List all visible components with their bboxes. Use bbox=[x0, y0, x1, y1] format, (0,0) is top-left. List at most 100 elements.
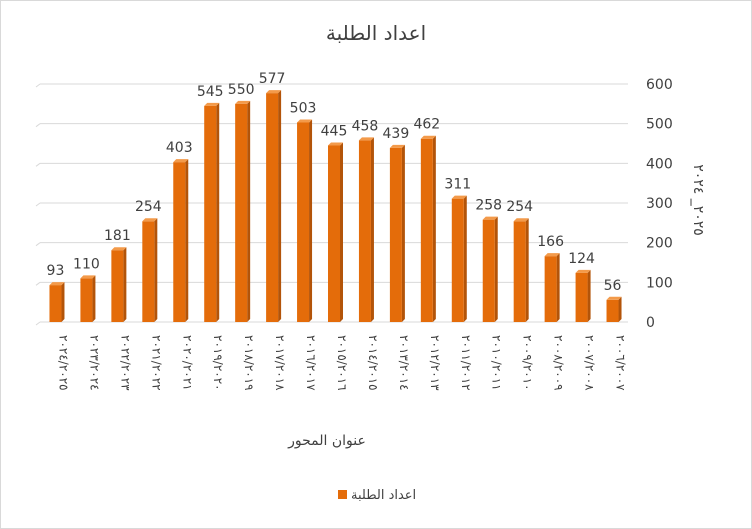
bar-front bbox=[204, 105, 217, 322]
bar bbox=[358, 137, 374, 322]
legend: اعداد الطلبة bbox=[338, 488, 416, 503]
bar-top bbox=[80, 275, 96, 279]
bar-top bbox=[575, 269, 591, 273]
x-tick-label: ٢٠٠٩/٢٠١٠ bbox=[521, 335, 535, 391]
gridline-depth bbox=[35, 202, 41, 207]
gridline-depth bbox=[35, 162, 41, 167]
y-tick-label: 600 bbox=[646, 77, 673, 93]
data-label: 56 bbox=[604, 278, 622, 294]
bar-side bbox=[370, 137, 374, 322]
x-tick-label: ٢٠٢٢/٢٠٢٣ bbox=[118, 335, 132, 391]
bar-top bbox=[111, 247, 127, 251]
bar-front bbox=[544, 256, 557, 322]
y-tick-label: 200 bbox=[646, 236, 673, 252]
bars bbox=[49, 90, 622, 322]
x-tick-label: ٢٠٢٠/٢٠٢١ bbox=[180, 335, 194, 391]
data-label: 258 bbox=[475, 198, 502, 214]
x-axis-ticks: ٢٠٢٤/٢٠٢٥ ٢٠٢٣/٢٠٢٤ ٢٠٢٢/٢٠٢٣ ٢٠٢١/٢٠٢٢ ٢٠٢٠… bbox=[56, 335, 627, 391]
y-tick-label: 0 bbox=[646, 315, 655, 331]
data-label: 458 bbox=[352, 118, 379, 134]
legend-label: اعداد الطلبة bbox=[351, 488, 416, 503]
gridline-depth bbox=[35, 123, 41, 128]
bar bbox=[606, 296, 622, 322]
x-tick-label: ٢٠٢٤/٢٠٢٥ bbox=[56, 335, 70, 391]
x-tick-label: ٢٠١٥/٢٠١٦ bbox=[335, 335, 349, 391]
x-tick-label: ٢٠١٢/٢٠١٣ bbox=[428, 335, 442, 391]
bar-side bbox=[61, 282, 65, 322]
bar-top bbox=[358, 137, 374, 141]
bar-top bbox=[328, 142, 343, 146]
bar-front bbox=[513, 221, 526, 322]
bar-front bbox=[266, 93, 279, 322]
bar-side bbox=[154, 218, 158, 322]
x-tick-label: ٢٠١٠/٢٠١١ bbox=[490, 335, 504, 391]
bar-front bbox=[80, 278, 93, 322]
data-label: 503 bbox=[290, 100, 317, 116]
y-axis-title: ٢٠٢٥_ ٢٠٢٤ bbox=[690, 164, 706, 236]
bar bbox=[111, 247, 127, 322]
bar-side bbox=[618, 296, 622, 322]
gridline-depth bbox=[35, 281, 41, 286]
y-tick-label: 400 bbox=[646, 156, 673, 172]
data-label: 254 bbox=[506, 199, 533, 215]
bar-top bbox=[142, 218, 158, 222]
data-label: 403 bbox=[166, 140, 193, 156]
data-label: 577 bbox=[259, 71, 286, 87]
bar bbox=[513, 218, 529, 322]
x-tick-label: ٢٠٠٦/٢٠٠٧ bbox=[614, 335, 628, 391]
bar bbox=[142, 218, 158, 322]
data-label: 124 bbox=[568, 251, 595, 267]
bar-side bbox=[185, 159, 189, 322]
x-tick-label: ٢٠١٧/٢٠١٨ bbox=[273, 335, 287, 391]
x-tick-label: ٢٠٠٨/٢٠٠٩ bbox=[552, 335, 566, 391]
bar bbox=[389, 144, 405, 322]
gridline-depth bbox=[35, 242, 41, 247]
bar-side bbox=[463, 195, 467, 322]
bar-top bbox=[513, 218, 529, 222]
bar-side bbox=[494, 216, 498, 322]
data-label: 439 bbox=[383, 126, 410, 142]
data-label: 93 bbox=[47, 263, 65, 279]
gridline-depth bbox=[35, 83, 41, 88]
data-label: 254 bbox=[135, 199, 162, 215]
legend-swatch bbox=[338, 490, 347, 499]
bar-top bbox=[420, 135, 436, 139]
bar-top bbox=[173, 159, 189, 163]
bar-front bbox=[49, 285, 62, 322]
y-tick-label: 500 bbox=[646, 117, 673, 133]
bar-top bbox=[451, 195, 467, 199]
x-axis-title: عنوان المحور bbox=[287, 433, 366, 449]
bar-front bbox=[482, 219, 495, 322]
x-tick-label: ٢٠١٣/٢٠١٤ bbox=[397, 335, 411, 391]
bar bbox=[80, 275, 96, 322]
data-label: 545 bbox=[197, 84, 224, 100]
data-label: 311 bbox=[444, 177, 471, 193]
bar bbox=[420, 135, 436, 322]
bar-front bbox=[328, 145, 340, 322]
bar-front bbox=[173, 162, 186, 322]
bar bbox=[575, 269, 591, 322]
bar-front bbox=[297, 122, 310, 322]
bar-side bbox=[92, 275, 96, 322]
bar bbox=[482, 216, 498, 322]
bar-front bbox=[111, 250, 124, 322]
bar-side bbox=[309, 119, 313, 322]
data-label: 166 bbox=[537, 234, 564, 250]
bar bbox=[297, 119, 313, 322]
bar-top bbox=[389, 144, 405, 148]
data-label: 110 bbox=[73, 256, 100, 272]
bar-side bbox=[525, 218, 529, 322]
bar-side bbox=[587, 269, 591, 322]
y-axis-ticks: 0 100 200 300 400 500 600 bbox=[646, 77, 673, 331]
x-tick-label: ٢٠١٤/٢٠١٥ bbox=[366, 335, 380, 391]
bar bbox=[544, 253, 560, 322]
bar-top bbox=[49, 282, 65, 286]
bar-top bbox=[204, 102, 220, 106]
bar-front bbox=[389, 147, 402, 322]
y-tick-label: 100 bbox=[646, 275, 673, 291]
data-label: 550 bbox=[228, 82, 255, 98]
data-label: 181 bbox=[104, 228, 131, 244]
bar bbox=[451, 195, 467, 322]
